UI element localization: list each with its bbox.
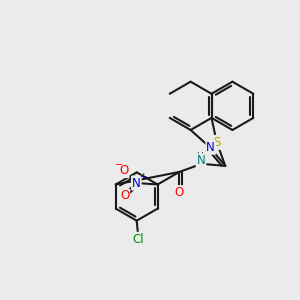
Text: H: H — [196, 152, 203, 161]
Text: O: O — [175, 186, 184, 199]
Text: Cl: Cl — [132, 233, 144, 246]
Text: +: + — [139, 172, 147, 181]
Text: N: N — [197, 154, 206, 167]
Text: S: S — [213, 136, 220, 149]
Text: N: N — [132, 176, 141, 190]
Text: O: O — [119, 164, 129, 177]
Text: O: O — [120, 190, 129, 202]
Text: N: N — [206, 141, 215, 154]
Text: −: − — [115, 160, 123, 170]
